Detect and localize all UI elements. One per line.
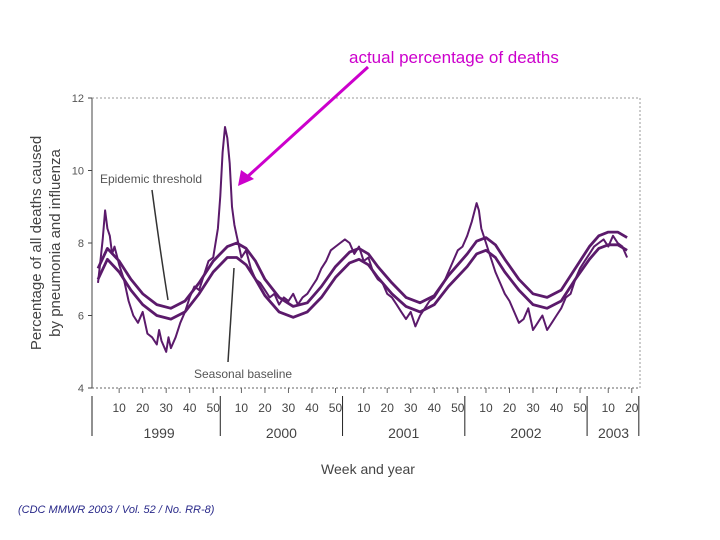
- seasonal-baseline-label: Seasonal baseline: [194, 367, 292, 381]
- y-tick-label: 10: [72, 166, 84, 178]
- year-label-2000: 2000: [266, 425, 297, 441]
- x-tick-label: 20: [503, 401, 517, 415]
- x-tick-label: 40: [183, 401, 197, 415]
- year-label-2003: 2003: [598, 425, 629, 441]
- x-tick-label: 30: [526, 401, 540, 415]
- x-tick-label: 40: [305, 401, 319, 415]
- x-axis-title: Week and year: [321, 461, 415, 477]
- x-tick-label: 50: [207, 401, 221, 415]
- x-tick-label: 10: [602, 401, 616, 415]
- y-axis-title-line-1: Percentage of all deaths caused: [28, 136, 45, 350]
- x-tick-label: 50: [329, 401, 343, 415]
- x-tick-label: 20: [381, 401, 395, 415]
- year-label-2002: 2002: [510, 425, 541, 441]
- x-tick-label: 50: [451, 401, 465, 415]
- x-tick-label: 10: [479, 401, 493, 415]
- chart-body: 4 6 8 10 12 10 20 30 40 50 10 20 30 40 50 10 20 30 40 50 10 2…: [72, 93, 641, 441]
- y-tick-label: 12: [72, 93, 84, 105]
- y-axis-title-line-2: by pneumonia and influenza: [47, 149, 64, 337]
- x-tick-label: 30: [160, 401, 174, 415]
- x-tick-label: 20: [258, 401, 272, 415]
- year-label-2001: 2001: [388, 425, 419, 441]
- x-tick-label: 40: [428, 401, 442, 415]
- callout-lines: [151, 189, 235, 363]
- x-tick-label: 40: [550, 401, 564, 415]
- x-tick-label: 30: [404, 401, 418, 415]
- y-tick-label: 8: [78, 238, 84, 250]
- year-label-1999: 1999: [144, 425, 175, 441]
- x-tick-label: 50: [573, 401, 587, 415]
- annotation-label: actual percentage of deaths: [349, 48, 559, 67]
- series-line-epidemic-threshold: [96, 230, 628, 310]
- x-tick-label: 20: [136, 401, 150, 415]
- annotation-arrow: [238, 65, 370, 186]
- series-line-actual-percentage: [97, 126, 629, 353]
- epidemic-threshold-label: Epidemic threshold: [100, 172, 202, 186]
- x-tick-label: 20: [625, 401, 639, 415]
- x-tick-label: 10: [112, 401, 126, 415]
- x-tick-label: 30: [282, 401, 296, 415]
- y-tick-label: 4: [78, 383, 84, 395]
- citation: (CDC MMWR 2003 / Vol. 52 / No. RR-8): [18, 504, 215, 516]
- x-tick-label: 10: [357, 401, 371, 415]
- y-tick-label: 6: [78, 311, 84, 323]
- x-tick-label: 10: [235, 401, 249, 415]
